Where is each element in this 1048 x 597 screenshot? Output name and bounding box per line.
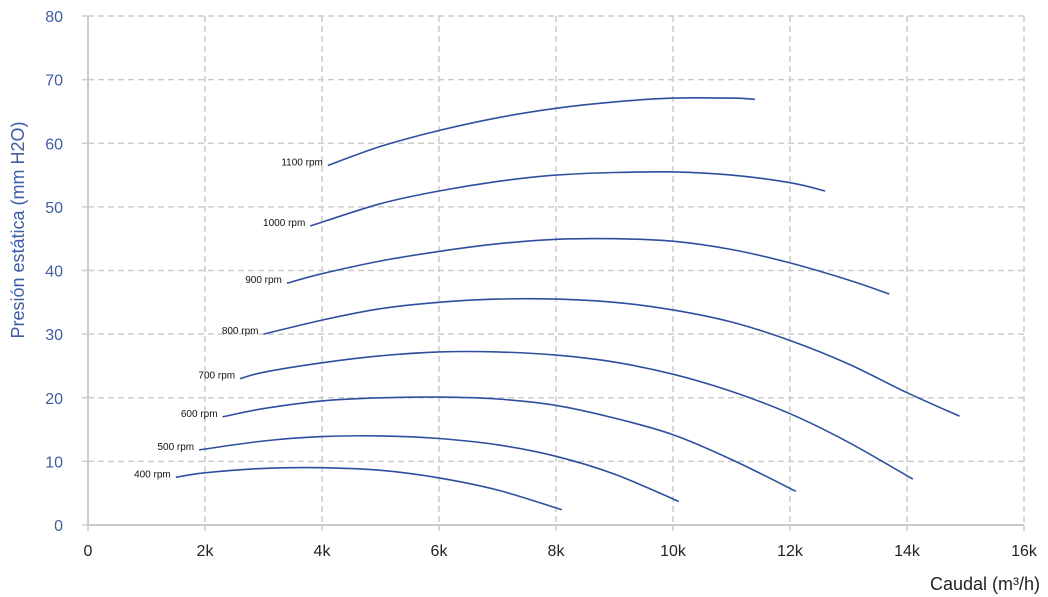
grid (88, 15, 1025, 525)
x-axis-title: Caudal (m³/h) (930, 574, 1040, 594)
series-label-700-rpm: 700 rpm (198, 371, 235, 382)
y-tick-label: 50 (45, 200, 63, 217)
y-tick-label: 80 (45, 9, 63, 26)
series-label-1000-rpm: 1000 rpm (263, 218, 305, 229)
axes: 0 2k 4k 6k 8k 10k 12k 14k 16k 0 10 20 30 40 50 60 70 80 (45, 9, 1038, 560)
y-tick-label: 60 (45, 136, 63, 153)
series-line-900-rpm (286, 237, 890, 295)
series-line-800-rpm (263, 297, 960, 417)
x-tick-label: 10k (660, 543, 687, 560)
y-tick-label: 70 (45, 73, 63, 90)
y-tick-label: 10 (45, 454, 63, 471)
x-tick-label: 14k (894, 543, 921, 560)
series-line-700-rpm (239, 350, 914, 480)
series-label-400-rpm: 400 rpm (134, 469, 171, 480)
x-tick-label: 2k (197, 543, 215, 560)
series-line-400-rpm (175, 466, 563, 511)
x-tick-label: 6k (431, 543, 449, 560)
series-label-800-rpm: 800 rpm (222, 326, 259, 337)
series-line-500-rpm (198, 434, 680, 503)
x-tick-label: 12k (777, 543, 804, 560)
series-line-1000-rpm (310, 170, 826, 227)
series-label-500-rpm: 500 rpm (157, 442, 194, 453)
x-tick-label: 16k (1011, 543, 1038, 560)
x-tick-label: 4k (314, 543, 332, 560)
series-line-600-rpm (222, 396, 797, 493)
y-tick-label: 40 (45, 264, 63, 281)
x-tick-label: 0 (84, 543, 93, 560)
y-tick-label: 30 (45, 327, 63, 344)
series-label-900-rpm: 900 rpm (245, 275, 282, 286)
series-lines (175, 96, 960, 511)
series-label-1100-rpm: 1100 rpm (281, 158, 323, 169)
series-label-600-rpm: 600 rpm (181, 409, 218, 420)
x-tick-label: 8k (548, 543, 566, 560)
y-tick-label: 20 (45, 391, 63, 408)
y-axis-title: Presión estática (mm H2O) (8, 121, 28, 338)
series-line-1100-rpm (327, 96, 755, 167)
y-tick-label: 0 (54, 518, 63, 535)
series-labels: 400 rpm 500 rpm 600 rpm 700 rpm 800 rpm 900 r… (134, 158, 323, 481)
